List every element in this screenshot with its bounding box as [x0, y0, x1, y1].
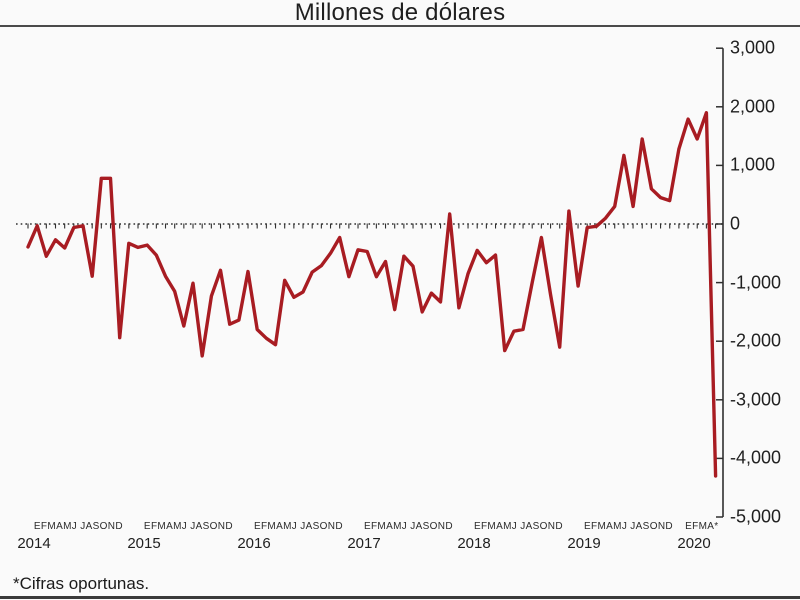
footnote-cifras-oportunas: *Cifras oportunas.	[13, 574, 150, 593]
year-label-2017: 2017	[347, 535, 381, 552]
y-axis-label: 3,000	[730, 37, 776, 58]
y-axis-label: -4,000	[730, 447, 782, 468]
year-label-2016: 2016	[237, 535, 271, 552]
month-letters-2018: EFMAMJ JASOND	[473, 521, 563, 532]
month-letters-2017: EFMAMJ JASOND	[363, 521, 453, 532]
y-axis-label: -2,000	[730, 330, 782, 351]
bottom-divider	[0, 596, 800, 599]
month-letters-2016: EFMAMJ JASOND	[253, 521, 343, 532]
month-letters-2015: EFMAMJ JASOND	[143, 521, 233, 532]
y-axis-label: -3,000	[730, 389, 782, 410]
month-letters-2020: EFMA*	[685, 521, 719, 532]
year-label-2020: 2020	[677, 535, 711, 552]
year-label-2015: 2015	[127, 535, 161, 552]
data-line-series	[26, 110, 718, 478]
y-axis-label: 1,000	[730, 154, 776, 175]
y-axis-label: 2,000	[730, 96, 776, 117]
year-label-2019: 2019	[567, 535, 601, 552]
year-label-2018: 2018	[457, 535, 491, 552]
chart-title: Millones de dólares	[294, 0, 506, 26]
month-letters-2014: EFMAMJ JASOND	[33, 521, 123, 532]
y-axis-label: 0	[730, 213, 741, 234]
y-axis-label: -5,000	[730, 506, 782, 527]
year-label-2014: 2014	[17, 535, 51, 552]
y-axis-label: -1,000	[730, 272, 782, 293]
month-letters-2019: EFMAMJ JASOND	[583, 521, 673, 532]
top-divider	[0, 25, 800, 27]
